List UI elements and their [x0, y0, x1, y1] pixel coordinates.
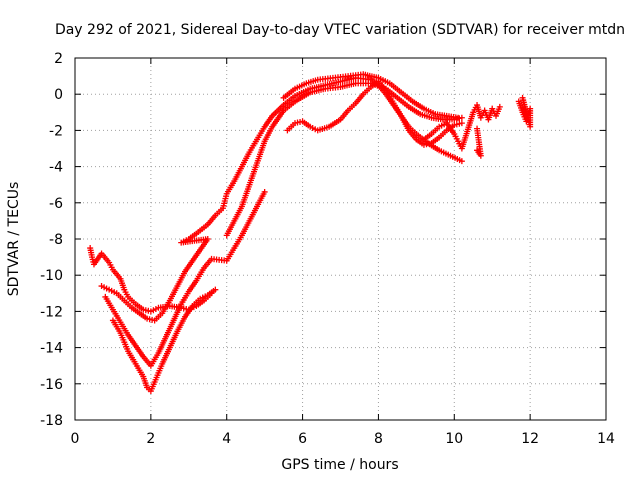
data-point [261, 188, 268, 195]
data-point [474, 125, 481, 132]
x-tick-label: 2 [146, 431, 155, 447]
y-tick-label: -2 [49, 123, 63, 139]
data-point [455, 114, 462, 121]
data-point [496, 103, 503, 110]
data-point [523, 111, 530, 118]
y-tick-label: -8 [49, 232, 63, 248]
data-point [212, 286, 219, 293]
x-tick-label: 8 [374, 431, 383, 447]
y-tick-label: -10 [40, 268, 63, 284]
y-tick-label: -18 [40, 413, 63, 429]
y-tick-label: -16 [40, 377, 63, 393]
y-tick-label: -14 [40, 341, 63, 357]
y-tick-label: 2 [54, 51, 63, 67]
y-tick-label: -12 [40, 304, 63, 320]
data-point [458, 158, 465, 165]
x-tick-label: 4 [222, 431, 231, 447]
y-tick-label: -4 [49, 160, 63, 176]
data-point [458, 120, 465, 127]
data-points [87, 71, 534, 395]
x-tick-label: 0 [71, 431, 80, 447]
y-tick-label: 0 [54, 87, 63, 103]
x-tick-label: 12 [521, 431, 539, 447]
chart-title: Day 292 of 2021, Sidereal Day-to-day VTE… [55, 22, 625, 38]
axis-ticks: 0 2 4 6 8 10 12 14 2 0 -2 -4 -6 -8 -10 -12 -14 -16 -18 [40, 51, 615, 447]
x-axis-label: GPS time / hours [281, 457, 398, 473]
x-tick-label: 10 [445, 431, 463, 447]
x-tick-label: 6 [298, 431, 307, 447]
y-axis-label: SDTVAR / TECUs [6, 182, 22, 297]
x-tick-label: 14 [597, 431, 615, 447]
y-tick-label: -6 [49, 196, 63, 212]
